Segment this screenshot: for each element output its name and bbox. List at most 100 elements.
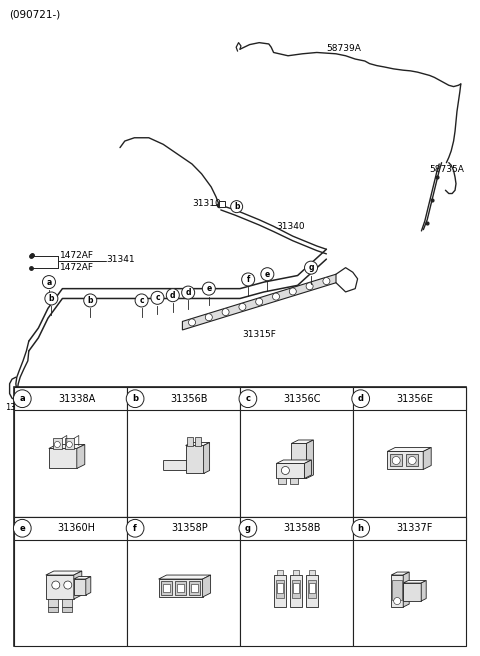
Text: c: c xyxy=(139,296,144,305)
Text: 31315F: 31315F xyxy=(242,330,276,339)
Circle shape xyxy=(126,520,144,537)
Bar xyxy=(186,445,204,474)
Text: 31360H: 31360H xyxy=(58,523,96,533)
Bar xyxy=(240,387,353,411)
Bar xyxy=(278,478,287,485)
Bar xyxy=(392,580,402,600)
Text: 31356B: 31356B xyxy=(170,394,208,403)
Text: 31356E: 31356E xyxy=(396,394,433,403)
Bar xyxy=(293,583,300,593)
Polygon shape xyxy=(186,443,210,445)
Bar xyxy=(292,580,300,598)
Bar xyxy=(390,455,402,466)
Circle shape xyxy=(42,276,56,289)
Bar xyxy=(158,579,203,597)
Circle shape xyxy=(273,293,279,300)
Bar xyxy=(306,575,318,607)
Polygon shape xyxy=(77,445,85,468)
Bar xyxy=(403,583,421,601)
Text: (090721-): (090721-) xyxy=(10,10,61,20)
Polygon shape xyxy=(403,572,409,607)
Bar xyxy=(14,387,127,516)
Bar xyxy=(293,570,300,575)
Text: d: d xyxy=(170,291,176,300)
Polygon shape xyxy=(423,447,431,470)
Circle shape xyxy=(64,581,72,589)
Text: d: d xyxy=(358,394,364,403)
Circle shape xyxy=(241,273,255,286)
Bar xyxy=(187,438,192,447)
Bar xyxy=(240,387,353,516)
Text: a: a xyxy=(47,277,51,287)
Bar xyxy=(74,579,86,595)
Circle shape xyxy=(135,294,148,307)
Text: b: b xyxy=(48,294,54,303)
Bar xyxy=(48,599,58,607)
Polygon shape xyxy=(203,575,211,597)
Circle shape xyxy=(392,457,400,464)
Polygon shape xyxy=(421,581,426,601)
Polygon shape xyxy=(204,443,210,474)
Polygon shape xyxy=(391,572,409,575)
Bar xyxy=(14,387,127,411)
Circle shape xyxy=(13,390,31,407)
Text: 58739A: 58739A xyxy=(326,44,361,53)
Text: f: f xyxy=(133,523,137,533)
Polygon shape xyxy=(49,445,85,449)
Bar xyxy=(308,580,316,598)
Circle shape xyxy=(189,319,195,326)
Text: 31341: 31341 xyxy=(107,255,135,264)
Circle shape xyxy=(352,390,370,407)
Text: b: b xyxy=(87,296,93,305)
Bar xyxy=(240,516,353,646)
Circle shape xyxy=(394,598,401,605)
Text: 31356C: 31356C xyxy=(283,394,321,403)
Bar xyxy=(353,387,466,411)
Text: e: e xyxy=(265,270,270,279)
Bar xyxy=(127,387,240,411)
Text: 1327AC: 1327AC xyxy=(5,403,37,413)
Polygon shape xyxy=(74,571,82,599)
Text: d: d xyxy=(185,288,191,297)
Text: 1472AF: 1472AF xyxy=(60,263,94,272)
Polygon shape xyxy=(387,447,431,451)
Circle shape xyxy=(261,268,274,281)
Text: e: e xyxy=(206,284,211,293)
Circle shape xyxy=(54,441,60,447)
Circle shape xyxy=(181,286,195,299)
Bar xyxy=(127,516,240,646)
Circle shape xyxy=(289,288,296,295)
Bar xyxy=(46,575,74,599)
Polygon shape xyxy=(306,440,313,478)
Bar xyxy=(291,443,306,478)
Bar xyxy=(65,438,74,449)
Bar xyxy=(177,584,183,592)
Bar xyxy=(275,575,287,607)
Bar xyxy=(163,584,169,592)
Bar xyxy=(276,464,304,478)
Text: 31340: 31340 xyxy=(276,222,305,231)
Circle shape xyxy=(256,298,263,305)
Polygon shape xyxy=(182,274,336,330)
Bar xyxy=(14,387,466,646)
Text: 31358P: 31358P xyxy=(171,523,208,533)
Bar xyxy=(191,584,198,592)
Circle shape xyxy=(166,289,180,302)
Bar xyxy=(127,516,240,540)
Text: h: h xyxy=(358,523,364,533)
Circle shape xyxy=(239,520,257,537)
Polygon shape xyxy=(276,460,312,464)
Circle shape xyxy=(84,294,97,307)
Bar xyxy=(310,583,315,593)
Polygon shape xyxy=(158,575,211,579)
Text: b: b xyxy=(132,394,138,403)
Text: e: e xyxy=(19,523,25,533)
Bar xyxy=(406,455,418,466)
Bar xyxy=(53,438,62,449)
Text: c: c xyxy=(245,394,251,403)
Bar xyxy=(290,575,302,607)
Bar xyxy=(62,599,72,607)
Circle shape xyxy=(126,390,144,407)
Polygon shape xyxy=(74,577,91,579)
Bar xyxy=(353,387,466,516)
